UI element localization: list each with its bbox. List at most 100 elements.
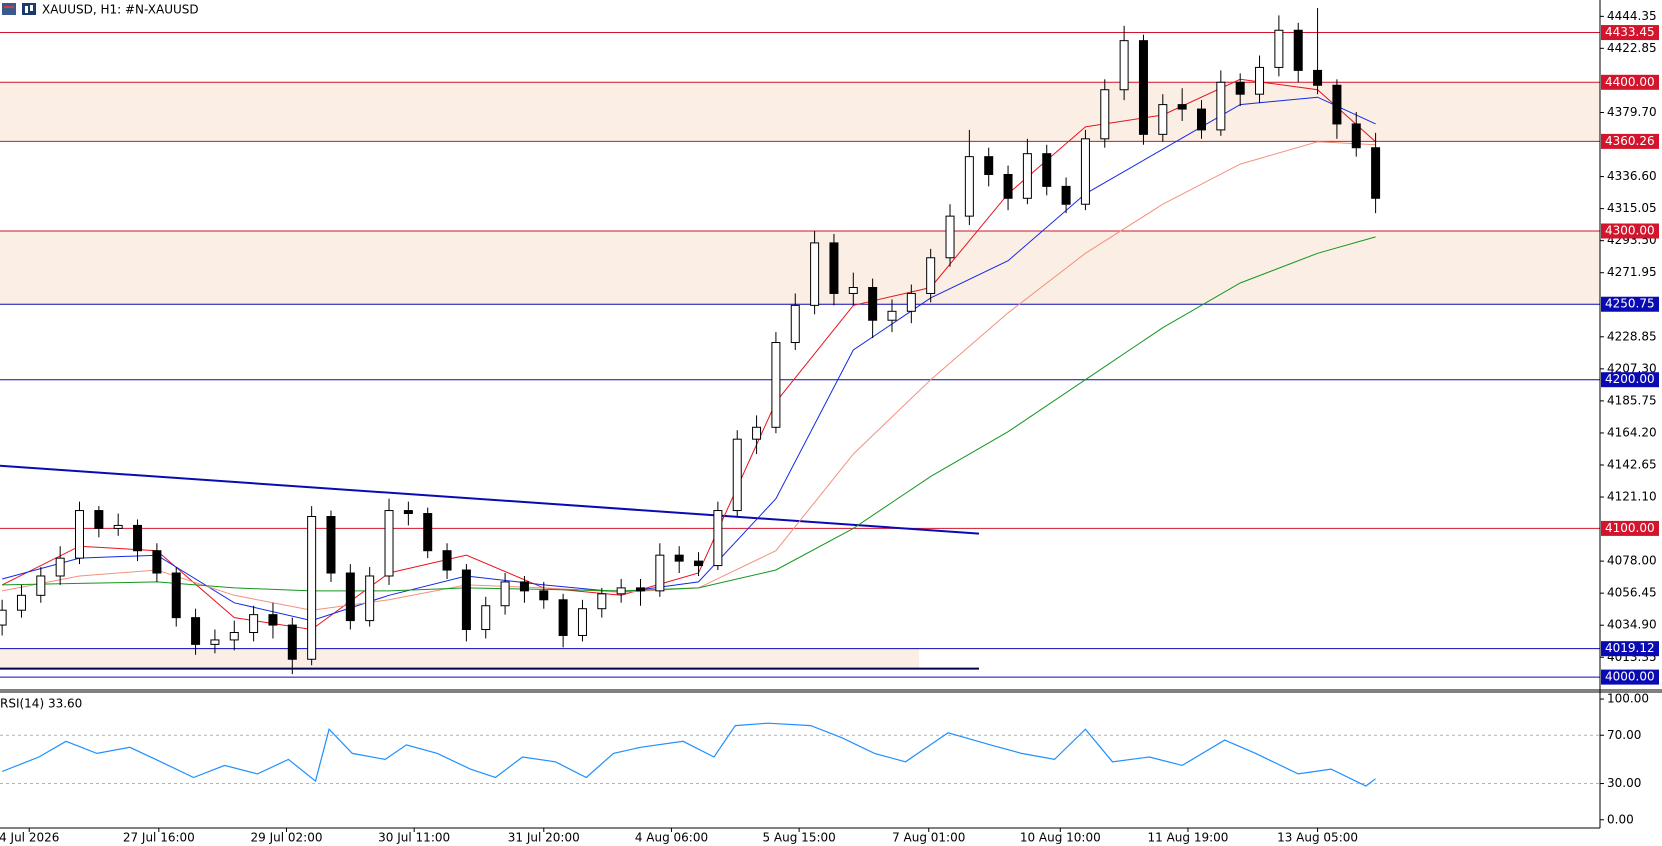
candle-body [1255,66,1265,95]
candle-body [636,587,646,592]
candle-body [94,510,104,529]
candle-body [790,304,800,344]
level-label: 4100.00 [1605,521,1655,535]
zone [0,648,920,669]
candle-body [732,438,742,512]
moving-average [2,236,1376,592]
level-label-box [1601,25,1659,41]
menu-icon [4,6,14,8]
candle-body [1371,147,1381,199]
rsi-title: RSI(14) 33.60 [0,697,82,711]
candle-body [36,575,46,596]
candle-body [16,594,26,611]
candle-body [887,310,897,321]
y-tick-label: 4056.45 [1607,586,1657,600]
y-tick-label: 4271.95 [1607,265,1657,279]
level-label: 4250.75 [1605,297,1655,311]
level-label: 4200.00 [1605,372,1655,386]
candle-body [1274,29,1284,68]
candle-body [171,572,181,619]
moving-average [1,96,1376,622]
candle-body [55,557,65,577]
zone [0,231,1600,305]
candle-body [423,513,433,552]
x-tick-label: 10 Aug 10:00 [1020,831,1101,845]
chart-icon [25,6,28,13]
candle-body [868,287,878,321]
candle-body [771,342,781,428]
candle-body [906,292,916,312]
candle-body [964,156,974,217]
y-tick-label: 4379.70 [1607,105,1657,119]
candle-body [1061,185,1071,205]
candle-body [1313,69,1323,86]
level-label-box [1601,372,1659,388]
candle-body [655,554,665,592]
candle-body [133,524,143,552]
candle-body [442,550,452,571]
candle-body [152,550,162,574]
candle-body [984,156,994,175]
candle-body [1216,81,1226,131]
candle-body [229,631,239,641]
level-label: 4433.45 [1605,25,1655,39]
chart-icon [30,5,33,11]
candle-body [75,510,85,559]
candle-body [539,590,549,601]
y-tick-label: 4164.20 [1607,425,1657,439]
candle-body [1235,81,1245,95]
chart-icon [22,3,36,15]
candle-body [519,581,529,592]
candle-body [500,581,510,607]
candle-body [307,516,317,660]
y-tick-label: 4207.30 [1607,361,1657,375]
candle-body [1042,153,1052,187]
candle-body [848,287,858,294]
candle-body [597,593,607,610]
candle-body [1100,89,1110,140]
candle-body [1119,40,1129,91]
level-label-box [1601,669,1659,685]
candle-body [249,614,259,633]
candle-body [926,257,936,294]
level-label-box [1601,520,1659,536]
level-label: 4019.12 [1605,641,1655,655]
candle-body [1158,104,1168,135]
candle-body [403,510,413,515]
candle-body [1022,153,1032,199]
candle-body [287,624,297,660]
candle-body [481,605,491,631]
y-tick-label: 4422.85 [1607,41,1657,55]
candle-body [1080,138,1090,205]
candle-body [1138,40,1148,135]
trendline [0,464,980,535]
level-label-box [1601,641,1659,657]
level-label: 4000.00 [1605,670,1655,684]
y-tick-label: 4142.65 [1607,457,1657,471]
y-tick-label: 4228.85 [1607,329,1657,343]
menu-icon [2,3,16,15]
candle-body [326,516,336,574]
candle-body [268,614,278,626]
level-label-box [1601,133,1659,149]
candle-body [616,587,626,595]
x-tick-label: 5 Aug 15:00 [762,831,835,845]
rsi-panel [0,722,1600,787]
candle-body [0,609,7,626]
y-tick-label: 4121.10 [1607,490,1657,504]
header: XAUUSD, H1: #N-XAUUSD [2,3,199,17]
candle-body [384,510,394,577]
candle-body [713,510,723,567]
level-label-box [1601,223,1659,239]
x-tick-label: 30 Jul 11:00 [378,831,450,845]
candle-body [1177,104,1187,110]
y-tick-label: 4315.05 [1607,201,1657,215]
candle-body [345,572,355,622]
x-tick-label: 13 Aug 05:00 [1277,831,1358,845]
x-tick-label: 7 Aug 01:00 [892,831,965,845]
candle-body [752,426,762,440]
level-label-box [1601,74,1659,90]
y-tick-label: 4078.00 [1607,554,1657,568]
x-tick-label: 4 Jul 2026 [0,831,59,845]
